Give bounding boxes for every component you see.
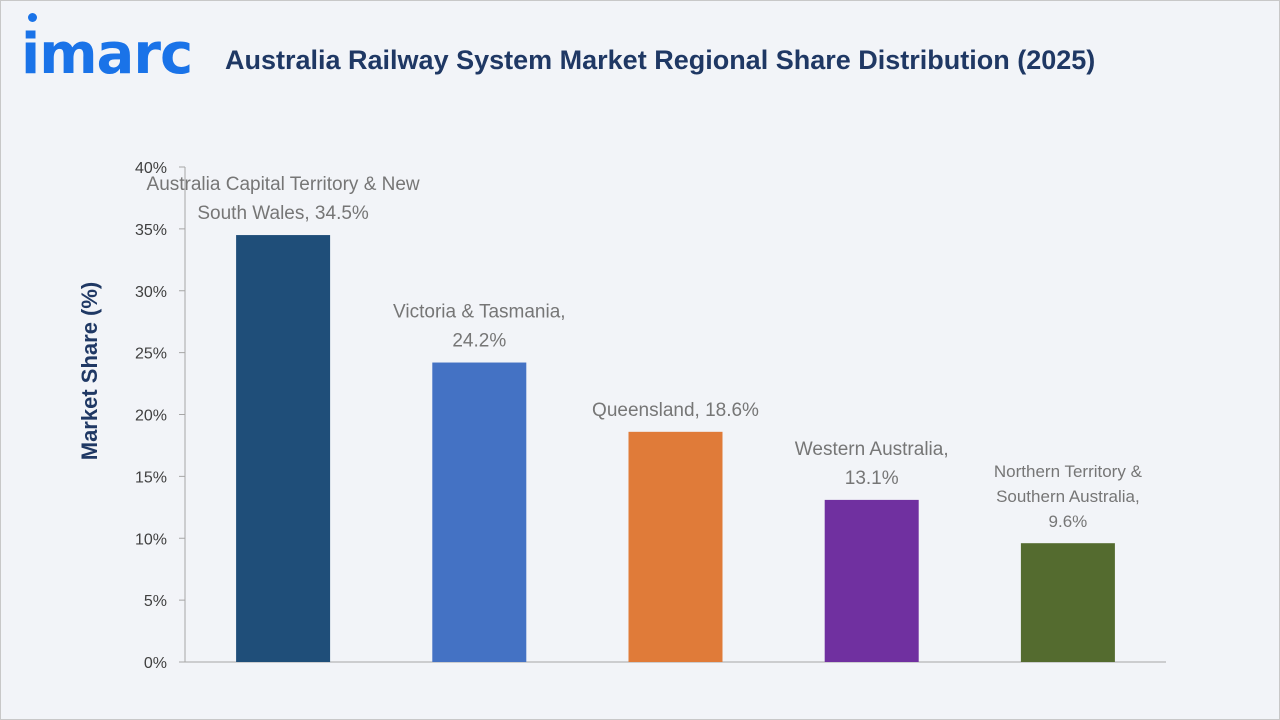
- data-label: 13.1%: [845, 468, 899, 489]
- data-label: 9.6%: [1049, 512, 1088, 531]
- bar: [1020, 543, 1115, 662]
- data-label: Queensland, 18.6%: [592, 400, 759, 421]
- y-tick-label: 15%: [135, 469, 167, 486]
- bar: [628, 431, 723, 662]
- logo-text: imarc: [21, 22, 193, 87]
- y-axis-label: Market Share (%): [77, 282, 102, 461]
- data-label: Northern Territory &: [994, 462, 1143, 481]
- data-label: Western Australia,: [795, 439, 949, 460]
- y-tick-label: 35%: [135, 222, 167, 239]
- y-tick-label: 5%: [144, 593, 167, 610]
- data-label: 24.2%: [452, 331, 506, 352]
- bar: [236, 235, 331, 662]
- imarc-logo: imarc: [21, 13, 193, 83]
- data-label: Australia Capital Territory & New: [147, 174, 420, 195]
- logo-dot: [28, 13, 37, 22]
- bar: [824, 499, 919, 662]
- data-labels-group: Australia Capital Territory & New South W…: [147, 174, 1143, 531]
- data-label: Victoria & Tasmania,: [393, 302, 566, 323]
- y-tick-label: 10%: [135, 531, 167, 548]
- y-tick-label: 20%: [135, 408, 167, 425]
- data-label: Southern Australia,: [996, 487, 1140, 506]
- data-label: South Wales, 34.5%: [197, 203, 369, 224]
- page-title: Australia Railway System Market Regional…: [225, 45, 1096, 75]
- y-tick-label: 40%: [135, 160, 167, 177]
- y-tick-label: 25%: [135, 346, 167, 363]
- y-tick-label: 0%: [144, 655, 167, 672]
- bar: [432, 362, 527, 662]
- y-tick-label: 30%: [135, 284, 167, 301]
- bars-group: [236, 235, 1115, 662]
- y-axis: 0% 5% 10% 15% 20% 25% 30% 35% 40%: [135, 160, 1166, 672]
